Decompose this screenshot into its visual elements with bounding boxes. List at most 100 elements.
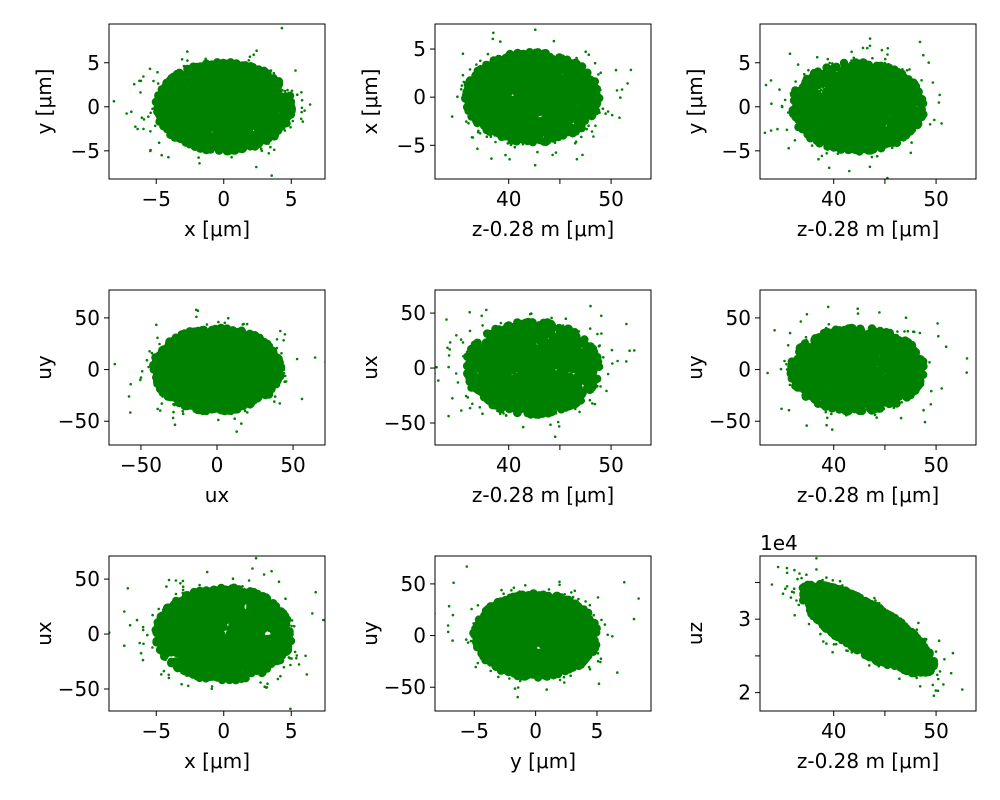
- data-point: [498, 56, 501, 60]
- data-point: [499, 106, 503, 109]
- data-point: [258, 66, 261, 69]
- data-point: [822, 115, 826, 119]
- data-point: [541, 116, 544, 119]
- data-point: [897, 84, 900, 88]
- data-point: [214, 125, 218, 129]
- data-point: [476, 104, 479, 107]
- data-point: [203, 103, 206, 107]
- data-point: [910, 84, 914, 87]
- data-point: [522, 87, 525, 90]
- data-point: [179, 127, 182, 130]
- data-point: [211, 143, 214, 147]
- data-point: [545, 75, 548, 79]
- data-point: [537, 109, 540, 113]
- data-point: [233, 127, 237, 131]
- data-point: [287, 105, 291, 109]
- data-point: [562, 88, 565, 91]
- data-point: [192, 109, 195, 112]
- data-point: [591, 82, 594, 86]
- data-point: [568, 109, 571, 113]
- data-point: [198, 98, 201, 102]
- data-point: [899, 107, 902, 110]
- data-point: [232, 118, 235, 122]
- data-point: [514, 76, 517, 79]
- data-point: [247, 82, 251, 86]
- data-point: [517, 80, 521, 83]
- data-point: [229, 132, 232, 136]
- data-point: [531, 135, 535, 139]
- data-point: [803, 94, 812, 103]
- data-point: [821, 86, 825, 89]
- data-point: [506, 66, 509, 69]
- data-point: [237, 130, 241, 133]
- data-point: [843, 64, 846, 67]
- data-point: [201, 105, 204, 108]
- data-point: [176, 88, 179, 91]
- data-point: [198, 126, 202, 129]
- data-point: [800, 98, 803, 101]
- data-point: [498, 103, 501, 107]
- data-point: [851, 93, 854, 97]
- data-point: [169, 87, 172, 90]
- data-point: [203, 89, 206, 93]
- data-point: [221, 81, 224, 85]
- data-point: [491, 37, 495, 41]
- data-point: [769, 79, 773, 82]
- data-point: [491, 84, 495, 88]
- data-point: [866, 141, 870, 144]
- data-point: [546, 85, 550, 89]
- data-point: [171, 103, 175, 106]
- data-point: [815, 94, 818, 98]
- data-point: [869, 123, 873, 126]
- data-point: [196, 91, 205, 100]
- data-point: [488, 61, 492, 65]
- data-point: [531, 109, 535, 112]
- data-point: [195, 135, 199, 138]
- data-point: [112, 99, 116, 103]
- data-point: [851, 102, 855, 106]
- data-point: [848, 77, 851, 80]
- data-point: [492, 31, 495, 35]
- y-tick-label: −5: [71, 139, 100, 163]
- data-point: [545, 52, 555, 62]
- data-point: [572, 84, 576, 88]
- data-point: [265, 103, 269, 107]
- data-point: [834, 90, 843, 99]
- data-point: [917, 98, 926, 107]
- data-point: [933, 118, 936, 122]
- data-point: [547, 123, 551, 126]
- data-point: [794, 80, 797, 83]
- data-point: [152, 79, 155, 83]
- data-point: [217, 74, 221, 78]
- data-point: [165, 91, 168, 94]
- data-point: [536, 150, 539, 154]
- data-point: [535, 78, 539, 81]
- data-point: [260, 85, 264, 88]
- data-point: [529, 111, 532, 115]
- data-point: [863, 184, 866, 187]
- data-point: [281, 108, 285, 111]
- data-point: [482, 119, 485, 122]
- data-point: [886, 105, 890, 109]
- data-point: [827, 166, 831, 170]
- data-point: [244, 83, 248, 87]
- data-point: [560, 76, 564, 80]
- data-point: [136, 127, 139, 131]
- data-point: [828, 116, 831, 120]
- data-point: [832, 125, 836, 129]
- data-point: [522, 89, 526, 93]
- data-point: [861, 100, 865, 104]
- data-point: [237, 116, 240, 119]
- data-point: [510, 100, 513, 104]
- data-point: [876, 111, 879, 115]
- data-point: [515, 84, 518, 87]
- data-point: [194, 131, 204, 140]
- data-point: [565, 59, 568, 63]
- data-point: [864, 80, 867, 84]
- data-point: [262, 80, 266, 84]
- data-point: [889, 106, 892, 109]
- data-point: [167, 104, 170, 107]
- data-point: [802, 113, 805, 117]
- data-point: [599, 71, 602, 74]
- data-point: [846, 135, 849, 139]
